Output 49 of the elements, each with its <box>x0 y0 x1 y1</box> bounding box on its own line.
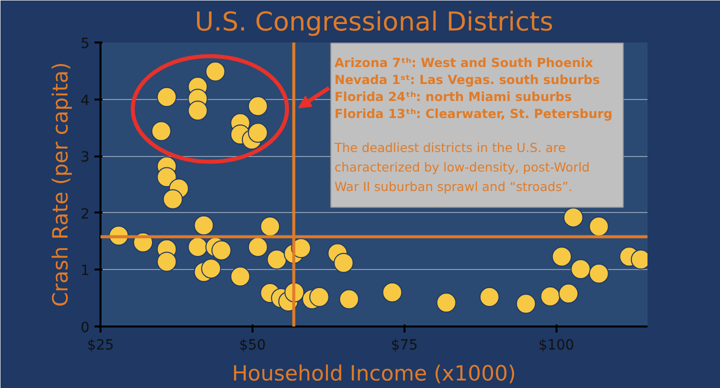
annotation: Florida 24ᵗʰ: north Miami suburbs <box>334 89 572 104</box>
point <box>248 96 268 116</box>
y-tick-label: 4 <box>80 92 90 109</box>
y-tick-label: 5 <box>80 36 90 52</box>
point <box>588 264 609 284</box>
point <box>436 292 456 313</box>
y-axis-title: Crash Rate (per capita) <box>48 62 73 307</box>
point <box>151 121 172 142</box>
point <box>260 216 280 237</box>
y-tick-label: 0 <box>80 320 90 336</box>
point <box>248 237 268 257</box>
x-tick-label: $25 <box>87 338 114 354</box>
point <box>201 258 222 279</box>
point <box>230 266 250 286</box>
annotation: Nevada 1ˢᵗ: Las Vegas. south suburbs <box>334 72 600 88</box>
point <box>558 284 578 304</box>
point <box>339 289 360 310</box>
x-tick-label: $100 <box>538 338 574 354</box>
point <box>248 122 268 143</box>
point <box>156 252 177 272</box>
point <box>194 215 214 236</box>
x-tick-label: $50 <box>239 338 266 354</box>
y-tick-label: 3 <box>80 150 90 166</box>
point <box>552 246 572 267</box>
x-tick-label: $75 <box>391 338 418 354</box>
point <box>266 249 287 270</box>
point <box>382 282 402 302</box>
x-axis-title: Household Income (x1000) <box>232 362 516 386</box>
annotation: Arizona 7ᵗʰ: West and South Phoenix <box>334 54 594 70</box>
point <box>334 252 354 273</box>
y-tick-label: 1 <box>80 263 90 280</box>
point <box>540 286 560 306</box>
point <box>188 100 208 121</box>
point <box>156 87 177 108</box>
y-tick-label: 2 <box>80 206 90 222</box>
annotation: The deadliest districts in the U.S. are characterized by low-density, post-World War II suburban sprawl and “stroads”. <box>333 140 590 194</box>
point <box>162 189 183 210</box>
point <box>156 167 177 188</box>
point <box>188 237 208 257</box>
chart-title: U.S. Congressional Districts <box>194 8 554 38</box>
point <box>570 259 591 280</box>
point <box>563 207 584 228</box>
point <box>309 286 330 307</box>
point <box>205 61 226 82</box>
point <box>211 240 232 260</box>
point <box>588 216 609 237</box>
annotation: Florida 13ᵗʰ: Clearwater, St. Petersburg <box>334 106 613 122</box>
point <box>516 294 536 314</box>
point <box>479 286 500 307</box>
